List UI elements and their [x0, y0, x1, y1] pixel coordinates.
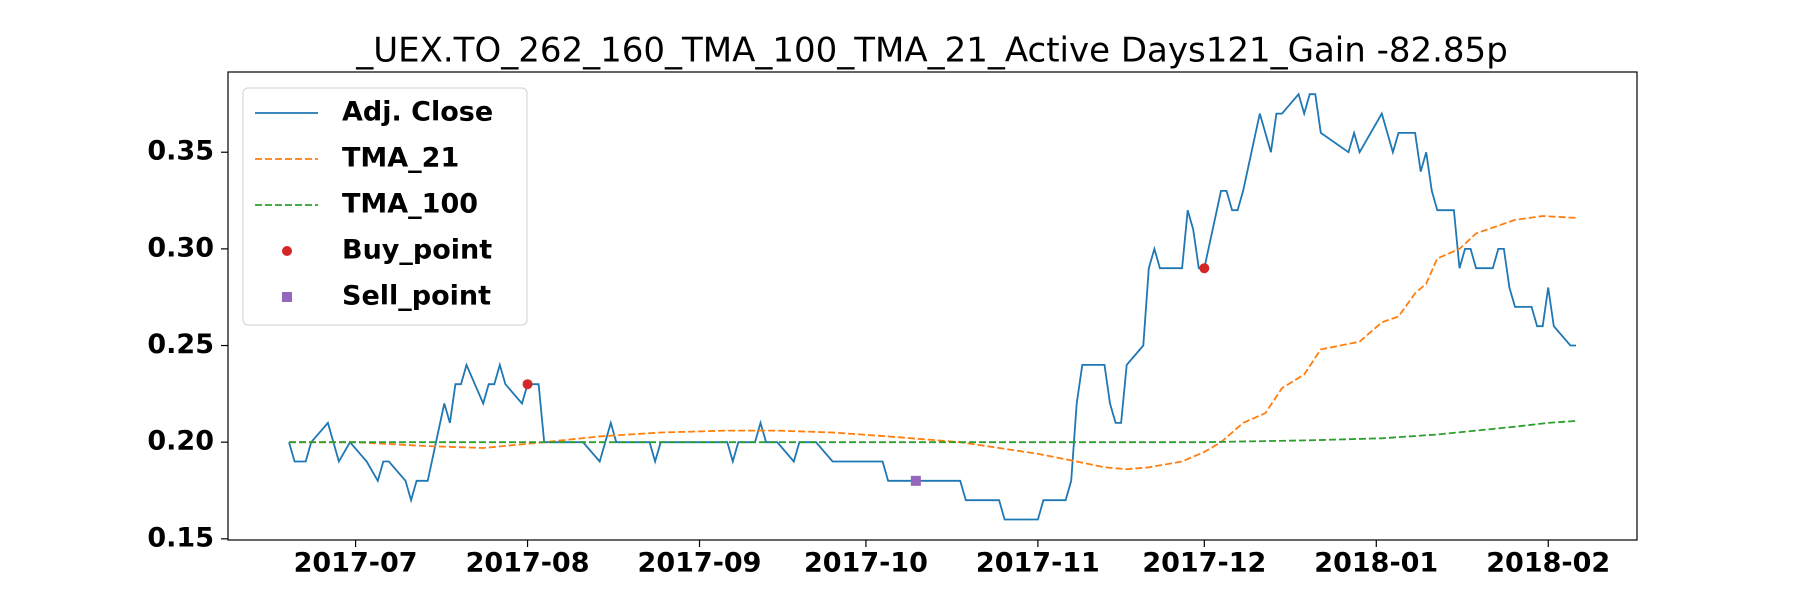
- sell-point: [910, 475, 921, 486]
- legend-box: [242, 87, 528, 326]
- x-tick-label: 2018-02: [1486, 548, 1610, 579]
- legend-label: TMA_100: [342, 189, 478, 220]
- y-tick-label: 0.15: [147, 522, 214, 553]
- legend-label: Sell_point: [342, 281, 491, 312]
- line-series: [289, 215, 1577, 471]
- x-tick-label: 2017-11: [976, 548, 1100, 579]
- legend-label: TMA_21: [342, 143, 459, 174]
- line-series: [289, 420, 1577, 444]
- buy-point: [1199, 263, 1210, 274]
- y-tick-label: 0.25: [147, 329, 214, 360]
- x-tick-label: 2017-10: [804, 548, 928, 579]
- legend-label: Adj. Close: [342, 97, 493, 128]
- x-tick-label: 2017-07: [294, 548, 418, 579]
- plot-frame: [227, 71, 1638, 541]
- buy-point: [522, 379, 533, 390]
- y-tick-label: 0.35: [147, 136, 214, 167]
- legend-marker: [282, 246, 292, 256]
- x-tick-label: 2017-12: [1142, 548, 1266, 579]
- x-tick-label: 2017-08: [466, 548, 590, 579]
- y-tick-label: 0.30: [147, 232, 214, 263]
- legend-label: Buy_point: [342, 235, 492, 266]
- chart-title: _UEX.TO_262_160_TMA_100_TMA_21_Active Da…: [355, 31, 1508, 71]
- y-tick-label: 0.20: [147, 426, 214, 457]
- legend-marker: [282, 292, 292, 302]
- x-tick-label: 2017-09: [638, 548, 762, 579]
- x-tick-label: 2018-01: [1314, 548, 1438, 579]
